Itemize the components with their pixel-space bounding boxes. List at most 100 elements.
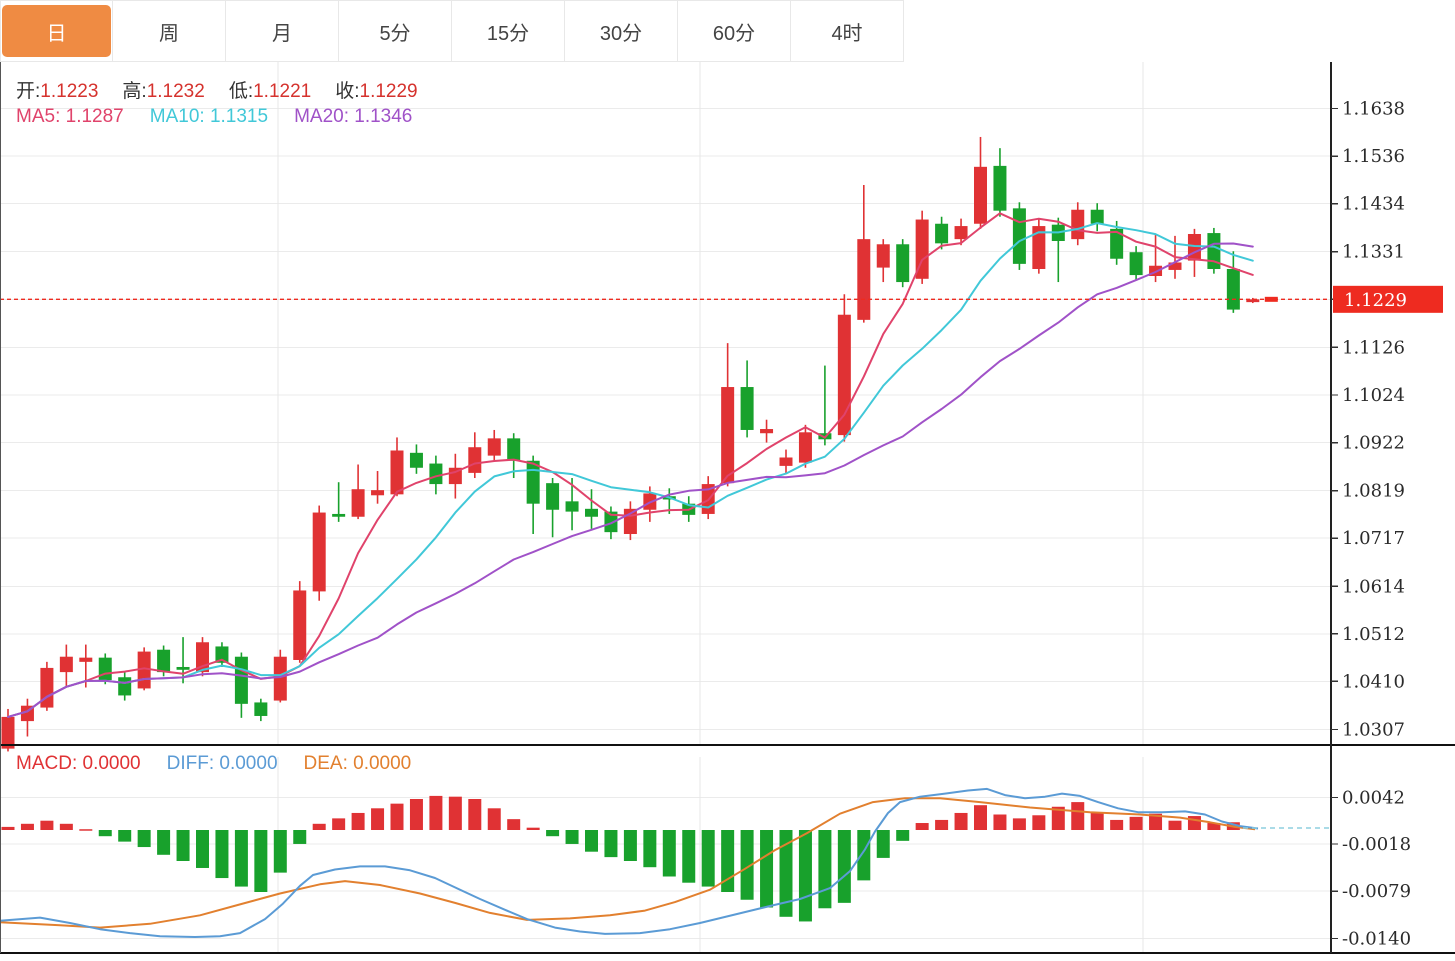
candle-body [176, 666, 190, 670]
price-axis-label: 1.0410 [1342, 671, 1405, 692]
macd-bar [701, 830, 715, 887]
macd-bar [896, 830, 910, 841]
tab-label: 日 [46, 22, 67, 45]
candle-body [604, 511, 618, 533]
macd-bar [662, 830, 676, 877]
macd-bar [20, 823, 34, 830]
tab-timeframe-6[interactable]: 60分 [678, 0, 791, 62]
current-price-flag-bg [1333, 285, 1443, 313]
price-axis-label: 1.1434 [1342, 194, 1405, 215]
candle-body [98, 657, 112, 681]
macd-bar [604, 830, 618, 858]
active-tab-highlight [2, 5, 111, 57]
macd-bar [293, 830, 307, 844]
macd-bar [1071, 802, 1085, 830]
candle-body [351, 489, 365, 517]
macd-bar [818, 830, 832, 909]
macd-bar [273, 830, 287, 873]
ma5-line [7, 212, 1254, 718]
macd-bar [857, 830, 871, 881]
timeframe-tabbar: 日 周 月 5分 15分 30分 60分 4时 [0, 0, 904, 62]
candle-body [565, 501, 579, 512]
candle-body [915, 219, 929, 279]
candle-body [1168, 262, 1182, 270]
macd-bar [448, 796, 462, 830]
candle-body [390, 450, 404, 495]
tab-timeframe-7[interactable]: 4时 [791, 0, 904, 62]
candle-body [468, 447, 482, 473]
ma10-line [7, 222, 1254, 718]
macd-bar [1110, 819, 1124, 830]
macd-bar [196, 830, 209, 868]
macd-bar [760, 830, 774, 908]
macd-bar [585, 830, 598, 852]
tab-timeframe-3[interactable]: 5分 [339, 0, 452, 62]
macd-bar [682, 830, 696, 883]
tab-timeframe-1[interactable]: 周 [113, 0, 226, 62]
macd-bar [643, 830, 657, 868]
tab-timeframe-2[interactable]: 月 [226, 0, 339, 62]
price-axis-label: 1.0819 [1342, 481, 1405, 502]
macd-bar [1051, 806, 1065, 830]
candle-body [1, 716, 15, 749]
tab-label: 15分 [486, 22, 530, 45]
macd-bar [157, 830, 171, 855]
candle-body [1032, 226, 1046, 269]
tab-label: 30分 [599, 22, 643, 45]
candle-body [507, 438, 521, 461]
candle-body [273, 656, 287, 701]
macd-axis-label: -0.0140 [1342, 929, 1411, 950]
candle-body [429, 463, 443, 485]
tab-label: 60分 [712, 22, 756, 45]
macd-bar [371, 808, 385, 830]
candle-body [721, 387, 735, 484]
macd-bar [79, 829, 93, 831]
candle-body [896, 244, 910, 283]
macd-bar [1207, 823, 1221, 830]
candle-body [215, 646, 229, 663]
macd-bar [254, 830, 268, 892]
macd-bar [409, 799, 423, 830]
macd-bar [935, 819, 949, 830]
candle-body [526, 460, 540, 504]
candle-body [1187, 234, 1201, 261]
last-price-marker [1264, 296, 1278, 302]
tab-label: 4时 [831, 22, 863, 45]
macd-bar [1012, 818, 1026, 830]
candle-body [293, 590, 307, 660]
tab-timeframe-0[interactable]: 日 [0, 0, 113, 62]
tab-timeframe-5[interactable]: 30分 [565, 0, 678, 62]
tab-label: 周 [159, 22, 179, 45]
macd-bar [98, 830, 112, 837]
macd-bar [351, 812, 365, 830]
macd-bar [974, 805, 987, 830]
vertical-gridlines [277, 62, 1144, 953]
candle-body [40, 667, 54, 708]
macd-bar [487, 808, 501, 830]
macd-bar [40, 820, 54, 830]
candle-body [857, 239, 871, 320]
candle-body [1129, 252, 1143, 276]
macd-bar [779, 830, 793, 917]
candle-body [546, 483, 560, 510]
price-axis-label: 1.1638 [1342, 99, 1405, 120]
candle-body [876, 244, 890, 268]
candle-body [487, 438, 501, 456]
tab-timeframe-4[interactable]: 15分 [452, 0, 565, 62]
candle-body [234, 656, 248, 704]
candle-body [779, 457, 793, 466]
price-axis-label: 1.0922 [1342, 433, 1405, 454]
macd-bar [390, 803, 404, 830]
candle-body [935, 223, 949, 244]
price-axis-label: 1.0512 [1342, 624, 1405, 645]
candle-body [332, 513, 346, 517]
dea-line [0, 797, 1256, 929]
macd-axis-labels: 0.0042 -0.0018 -0.0079 -0.0140 [1331, 787, 1411, 950]
current-price-flag-text: 1.1229 [1344, 290, 1407, 311]
candle-body [59, 656, 73, 673]
candle-body [1012, 208, 1026, 264]
macd-axis-label: -0.0079 [1342, 881, 1411, 902]
candle-body [1090, 209, 1104, 224]
